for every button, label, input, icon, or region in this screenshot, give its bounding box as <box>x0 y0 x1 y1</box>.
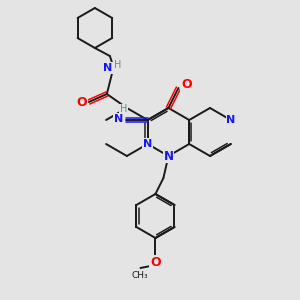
Text: N: N <box>114 114 123 124</box>
Text: N: N <box>143 139 152 149</box>
Text: O: O <box>150 256 161 268</box>
Text: H: H <box>120 104 127 114</box>
Text: N: N <box>103 63 112 73</box>
Text: N: N <box>164 149 173 163</box>
Text: O: O <box>76 97 87 110</box>
Text: N: N <box>226 115 236 125</box>
Text: H: H <box>114 60 122 70</box>
Text: O: O <box>181 79 192 92</box>
Text: CH₃: CH₃ <box>131 271 148 280</box>
